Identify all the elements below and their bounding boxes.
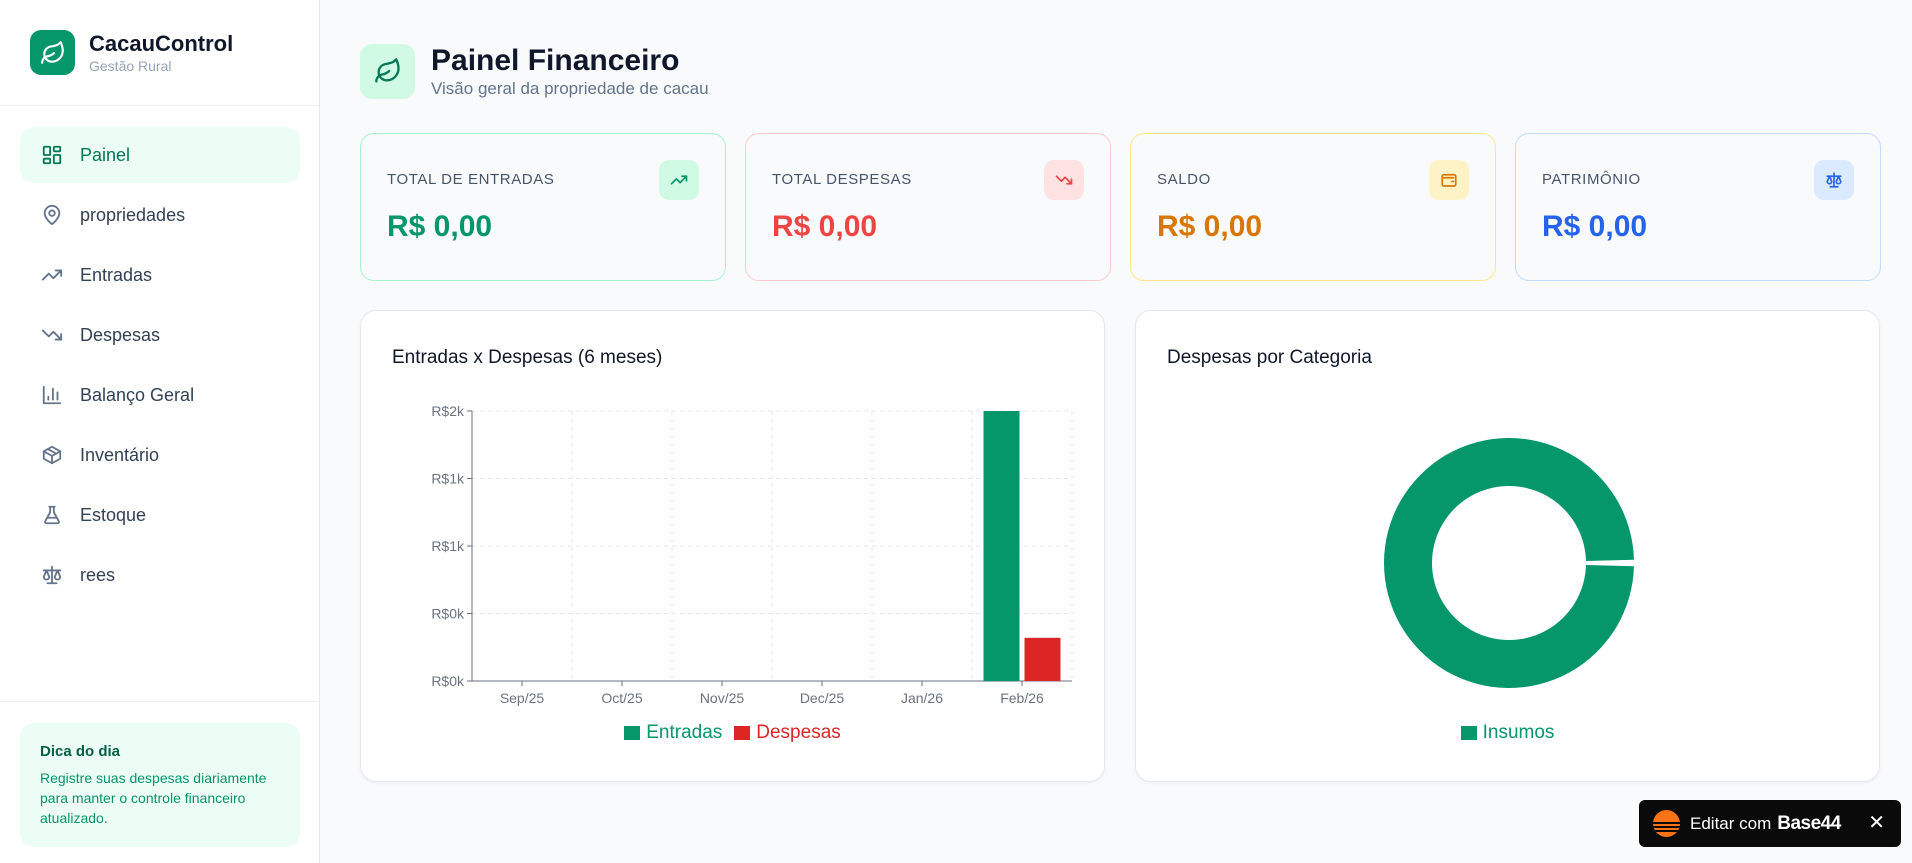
brand-title: CacauControl	[89, 30, 234, 56]
stat-card-patrimonio: PATRIMÔNIO R$ 0,00	[1515, 133, 1881, 281]
sidebar-item-inventario[interactable]: Inventário	[20, 427, 300, 483]
sidebar-nav: Painel propriedades Entradas Despesas Ba…	[20, 127, 300, 607]
brand: CacauControl Gestão Rural	[0, 0, 319, 106]
legend-item-insumos[interactable]: Insumos	[1460, 722, 1555, 744]
stat-value: R$ 0,00	[1157, 210, 1263, 243]
pie-chart	[1384, 438, 1634, 688]
legend-swatch	[624, 726, 641, 740]
stat-label: TOTAL DE ENTRADAS	[387, 171, 555, 188]
legend-item-entradas[interactable]: Entradas	[624, 722, 722, 744]
dashboard-icon	[40, 143, 64, 167]
tip-title: Dica do dia	[40, 743, 121, 760]
badge-text: Editar com	[1690, 813, 1772, 833]
stat-value: R$ 0,00	[772, 210, 878, 243]
legend-label: Entradas	[646, 722, 723, 743]
bar-chart-card: Entradas x Despesas (6 meses) R$0k R$0k R$…	[360, 310, 1105, 782]
y-tick-label: R$2k	[431, 403, 465, 419]
tip-card: Dica do dia Registre suas despesas diari…	[20, 723, 300, 847]
pie-chart-title: Despesas por Categoria	[1167, 347, 1372, 368]
sidebar-item-label: Balanço Geral	[80, 384, 195, 405]
sidebar-item-entradas[interactable]: Entradas	[20, 247, 300, 303]
bar-chart-title: Entradas x Despesas (6 meses)	[392, 347, 663, 368]
sidebar-item-label: propriedades	[80, 204, 186, 225]
map-pin-icon	[40, 203, 64, 227]
stat-label: SALDO	[1157, 171, 1211, 188]
y-tick-label: R$0k	[431, 673, 465, 689]
sidebar-item-rees[interactable]: rees	[20, 547, 300, 603]
stat-card-despesas: TOTAL DESPESAS R$ 0,00	[745, 133, 1111, 281]
trending-up-icon	[40, 263, 64, 287]
sidebar-item-estoque[interactable]: Estoque	[20, 487, 300, 543]
pie-chart-legend: Insumos	[1136, 722, 1879, 744]
sidebar: CacauControl Gestão Rural Painel proprie…	[0, 0, 320, 863]
trending-down-icon	[40, 323, 64, 347]
stat-card-saldo: SALDO R$ 0,00	[1130, 133, 1496, 281]
sidebar-item-label: Entradas	[80, 264, 153, 285]
y-tick-label: R$1k	[431, 471, 465, 487]
badge-brand: Base44	[1777, 812, 1841, 834]
sidebar-item-propriedades[interactable]: propriedades	[20, 187, 300, 243]
legend-item-despesas[interactable]: Despesas	[734, 722, 841, 744]
bar-chart-legend: Entradas Despesas	[361, 722, 1104, 744]
stat-value: R$ 0,00	[387, 210, 493, 243]
x-tick-label: Sep/25	[500, 690, 545, 706]
edit-with-base44-badge[interactable]: Editar com Base44 ✕	[1639, 800, 1901, 847]
x-tick-label: Dec/25	[800, 690, 845, 706]
sidebar-item-despesas[interactable]: Despesas	[20, 307, 300, 363]
legend-swatch	[734, 726, 751, 740]
stat-label: PATRIMÔNIO	[1542, 171, 1641, 188]
x-tick-label: Oct/25	[601, 690, 642, 706]
bar-chart-icon	[40, 383, 64, 407]
page-header: Painel Financeiro Visão geral da proprie…	[360, 43, 709, 99]
sidebar-item-painel[interactable]: Painel	[20, 127, 300, 183]
leaf-icon	[360, 43, 415, 99]
base44-logo-icon	[1653, 810, 1680, 837]
tip-body: Registre suas despesas diariamente para …	[40, 770, 267, 826]
bar-chart: R$0k R$0k R$1k R$1k R$2k Sep/25 Oct/25 Nov/25 De…	[431, 403, 1073, 706]
wallet-icon	[1429, 160, 1469, 200]
close-icon[interactable]: ✕	[1868, 812, 1885, 834]
legend-swatch	[1460, 726, 1477, 740]
x-tick-label: Feb/26	[1000, 690, 1044, 706]
brand-subtitle: Gestão Rural	[89, 57, 172, 74]
leaf-icon	[30, 30, 75, 75]
page-subtitle: Visão geral da propriedade de cacau	[431, 79, 709, 98]
sidebar-item-label: Painel	[80, 144, 131, 165]
sidebar-item-label: rees	[80, 564, 116, 585]
package-icon	[40, 443, 64, 467]
page-title: Painel Financeiro	[431, 44, 680, 77]
sidebar-item-label: Inventário	[80, 444, 160, 465]
pie-slice-insumos[interactable]	[1384, 438, 1634, 688]
flask-icon	[40, 503, 64, 527]
sidebar-item-balanco-geral[interactable]: Balanço Geral	[20, 367, 300, 423]
stat-card-entradas: TOTAL DE ENTRADAS R$ 0,00	[360, 133, 726, 281]
legend-label: Despesas	[756, 722, 841, 743]
y-tick-label: R$1k	[431, 538, 465, 554]
sidebar-item-label: Estoque	[80, 504, 147, 525]
sidebar-item-label: Despesas	[80, 324, 161, 345]
scale-icon	[1814, 160, 1854, 200]
bar-despesas[interactable]	[1024, 637, 1061, 681]
legend-label: Insumos	[1482, 722, 1555, 743]
trending-up-icon	[659, 160, 699, 200]
trending-down-icon	[1044, 160, 1084, 200]
y-tick-label: R$0k	[431, 606, 465, 622]
x-tick-label: Jan/26	[901, 690, 943, 706]
x-tick-label: Nov/25	[700, 690, 745, 706]
stat-label: TOTAL DESPESAS	[772, 171, 912, 188]
bar-entradas[interactable]	[983, 411, 1020, 681]
sidebar-divider	[0, 701, 320, 702]
pie-chart-card: Despesas por Categoria Insumos	[1135, 310, 1880, 782]
scale-icon	[40, 563, 64, 587]
stat-value: R$ 0,00	[1542, 210, 1648, 243]
